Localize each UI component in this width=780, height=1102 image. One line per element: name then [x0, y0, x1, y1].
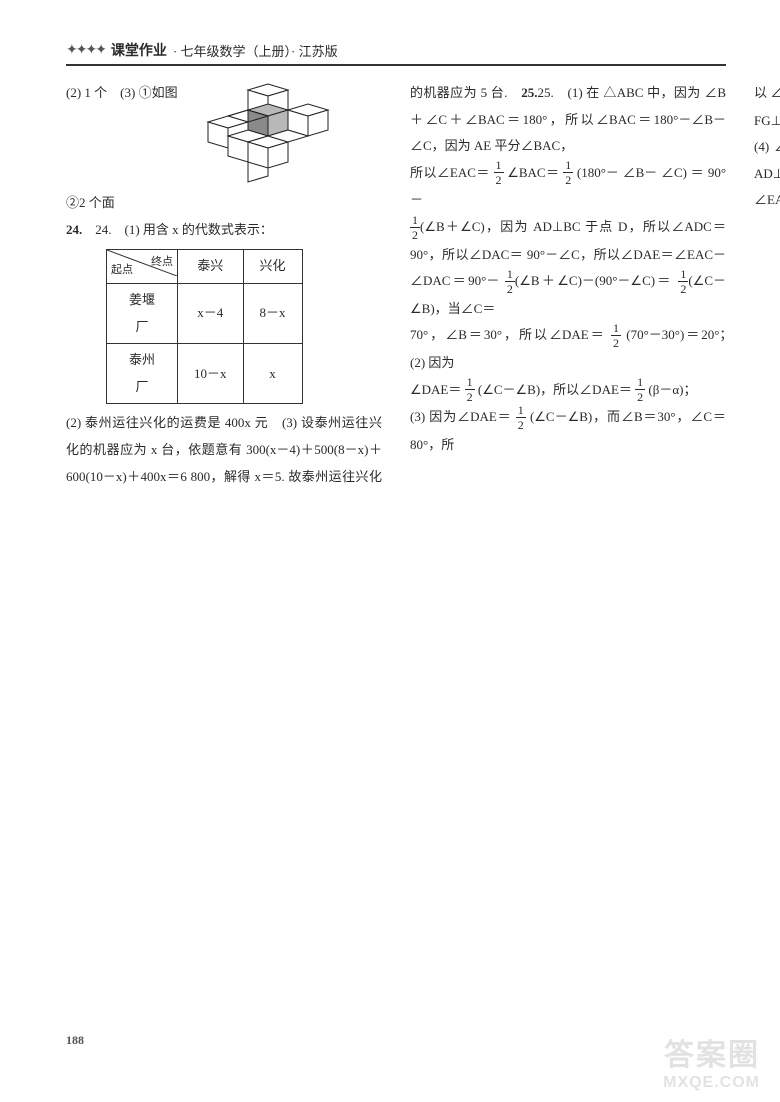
diag-bot: 起点	[111, 259, 133, 282]
fraction-half: 12	[465, 376, 475, 403]
row-taizhou: 泰州厂	[107, 344, 178, 404]
fraction-half: 12	[678, 268, 688, 295]
text-line: (3) 因为∠DAE＝ 12 (∠C－∠B)，而∠B＝30°，∠C＝80°，所	[410, 404, 726, 458]
text: 70°，∠B＝30°，所以∠DAE＝	[410, 327, 606, 342]
text: (∠C－∠B)，所以∠DAE＝	[478, 382, 632, 397]
fraction-half: 12	[563, 159, 573, 186]
text-line: ∠DAE＝ 12 (∠C－∠B)，所以∠DAE＝ 12 (β－α)；	[410, 377, 726, 405]
cube-figure	[188, 80, 338, 190]
content-columns: (2) 1 个 (3) ①如图	[66, 80, 726, 500]
fraction-half: 12	[516, 404, 526, 431]
text: (80°－30°)＝25°，因为 AD⊥BC，FG⊥BC，所以 FG∥AD，所以…	[754, 85, 780, 207]
q24-1: 24. 24. (1) 用含 x 的代数式表示：	[66, 217, 382, 244]
text: 24. (1) 用含 x 的代数式表示：	[95, 222, 273, 237]
col-xinghua: 兴化	[243, 250, 302, 284]
text: 以∠DAE＝	[754, 85, 780, 100]
text: ∠BAC＝	[507, 165, 559, 180]
cost-table: 终点 起点 泰兴 兴化 姜堰厂 x－4 8－x 泰州厂 10－x x	[106, 249, 303, 404]
watermark-line2: MXQE.COM	[663, 1074, 760, 1092]
cell: x	[243, 344, 302, 404]
text: (3) 因为∠DAE＝	[410, 409, 512, 424]
text-line: (2) 1 个 (3) ①如图	[66, 80, 178, 107]
fraction-half: 12	[410, 214, 420, 241]
text-line: ②2 个面	[66, 190, 382, 217]
row-jiangyan: 姜堰厂	[107, 283, 178, 343]
q25: 25.	[521, 85, 537, 100]
col-taixing: 泰兴	[178, 250, 244, 284]
page-header: ✦✦✦✦ 课堂作业 · 七年级数学（上册）· 江苏版	[66, 40, 726, 66]
text: ∠DAE＝	[410, 382, 461, 397]
watermark: 答案圈 MXQE.COM	[663, 1030, 760, 1092]
text: 所以∠EAC＝	[410, 165, 490, 180]
fraction-half: 12	[505, 268, 515, 295]
answer-2-1-3: (2) 1 个 (3) ①如图	[66, 80, 382, 190]
table-diag-cell: 终点 起点	[107, 250, 178, 284]
eac-line: 所以∠EAC＝ 12 ∠BAC＝ 12 (180°－ ∠B－ ∠C) ＝ 90°…	[410, 160, 726, 214]
page-number: 188	[66, 1033, 84, 1048]
text-line: 70°，∠B＝30°，所以∠DAE＝ 12 (70°－30°)＝20°； (2)…	[410, 322, 726, 376]
cell: 10－x	[178, 344, 244, 404]
watermark-line1: 答案圈	[663, 1030, 760, 1074]
header-title: 课堂作业	[111, 40, 167, 60]
fraction-half: 12	[611, 322, 621, 349]
fraction-half: 12	[635, 376, 645, 403]
text: (β－α)；	[648, 382, 696, 397]
fraction-half: 12	[494, 159, 504, 186]
cell: x－4	[178, 283, 244, 343]
header-decor: ✦✦✦✦	[66, 42, 105, 59]
text: (∠B＋∠C)－(90°－∠C)＝	[515, 273, 673, 288]
header-subtitle: · 七年级数学（上册）· 江苏版	[173, 41, 338, 60]
cell: 8－x	[243, 283, 302, 343]
diag-top: 终点	[151, 251, 173, 274]
